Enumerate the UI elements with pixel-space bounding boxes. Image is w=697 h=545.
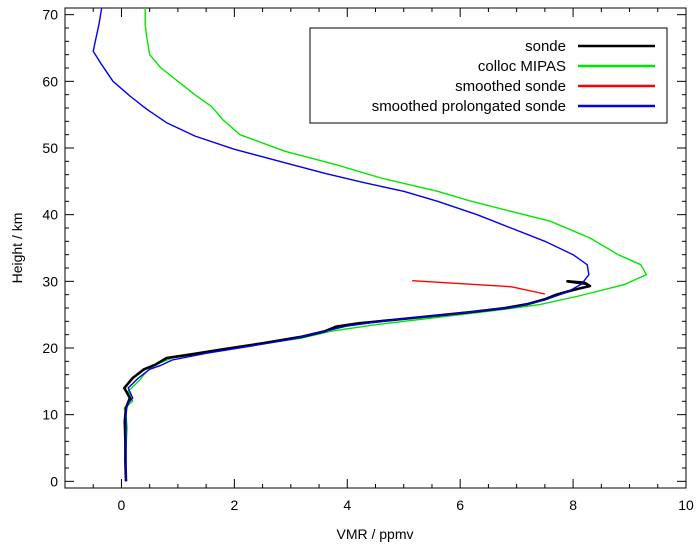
series-line-smoothed-sonde (412, 280, 546, 295)
y-tick-label: 20 (42, 340, 58, 356)
tick-labels: 0 2 4 6 8 10 0 10 20 30 40 50 60 70 (42, 7, 694, 513)
legend: sonde colloc MIPAS smoothed sonde smoothed … (309, 27, 668, 124)
y-tick-label: 0 (50, 473, 58, 489)
series-line-smoothed-prolongated-sonde (92, 7, 590, 482)
series-lines (92, 7, 648, 482)
legend-label: colloc MIPAS (478, 58, 566, 75)
series-line-sonde (123, 280, 592, 482)
legend-label: smoothed prolongated sonde (372, 98, 566, 115)
x-tick-label: 6 (456, 497, 464, 513)
series-line-colloc-mipas (123, 8, 648, 482)
y-tick-label: 70 (42, 7, 58, 23)
x-tick-label: 0 (118, 497, 126, 513)
axis-ticks (64, 8, 687, 488)
legend-label: smoothed sonde (455, 78, 566, 95)
y-tick-label: 30 (42, 273, 58, 289)
x-tick-label: 8 (569, 497, 577, 513)
x-axis-title: VMR / ppmv (336, 526, 413, 542)
legend-box (309, 27, 668, 124)
x-tick-label: 4 (343, 497, 351, 513)
legend-label: sonde (525, 38, 566, 55)
y-axis-title: Height / km (9, 213, 25, 284)
y-tick-label: 40 (42, 207, 58, 223)
x-tick-label: 2 (230, 497, 238, 513)
y-tick-label: 60 (42, 73, 58, 89)
y-tick-label: 50 (42, 140, 58, 156)
y-tick-label: 10 (42, 407, 58, 423)
x-tick-label: 10 (678, 497, 694, 513)
